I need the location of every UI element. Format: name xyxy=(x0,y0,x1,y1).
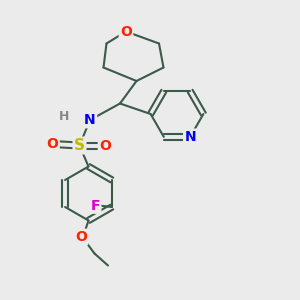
Text: N: N xyxy=(184,130,196,144)
Text: H: H xyxy=(59,110,70,124)
Text: O: O xyxy=(75,230,87,244)
Text: O: O xyxy=(99,139,111,152)
Text: N: N xyxy=(84,113,96,127)
Text: S: S xyxy=(74,138,85,153)
Text: O: O xyxy=(120,25,132,38)
Text: F: F xyxy=(91,199,100,212)
Text: O: O xyxy=(46,137,58,151)
